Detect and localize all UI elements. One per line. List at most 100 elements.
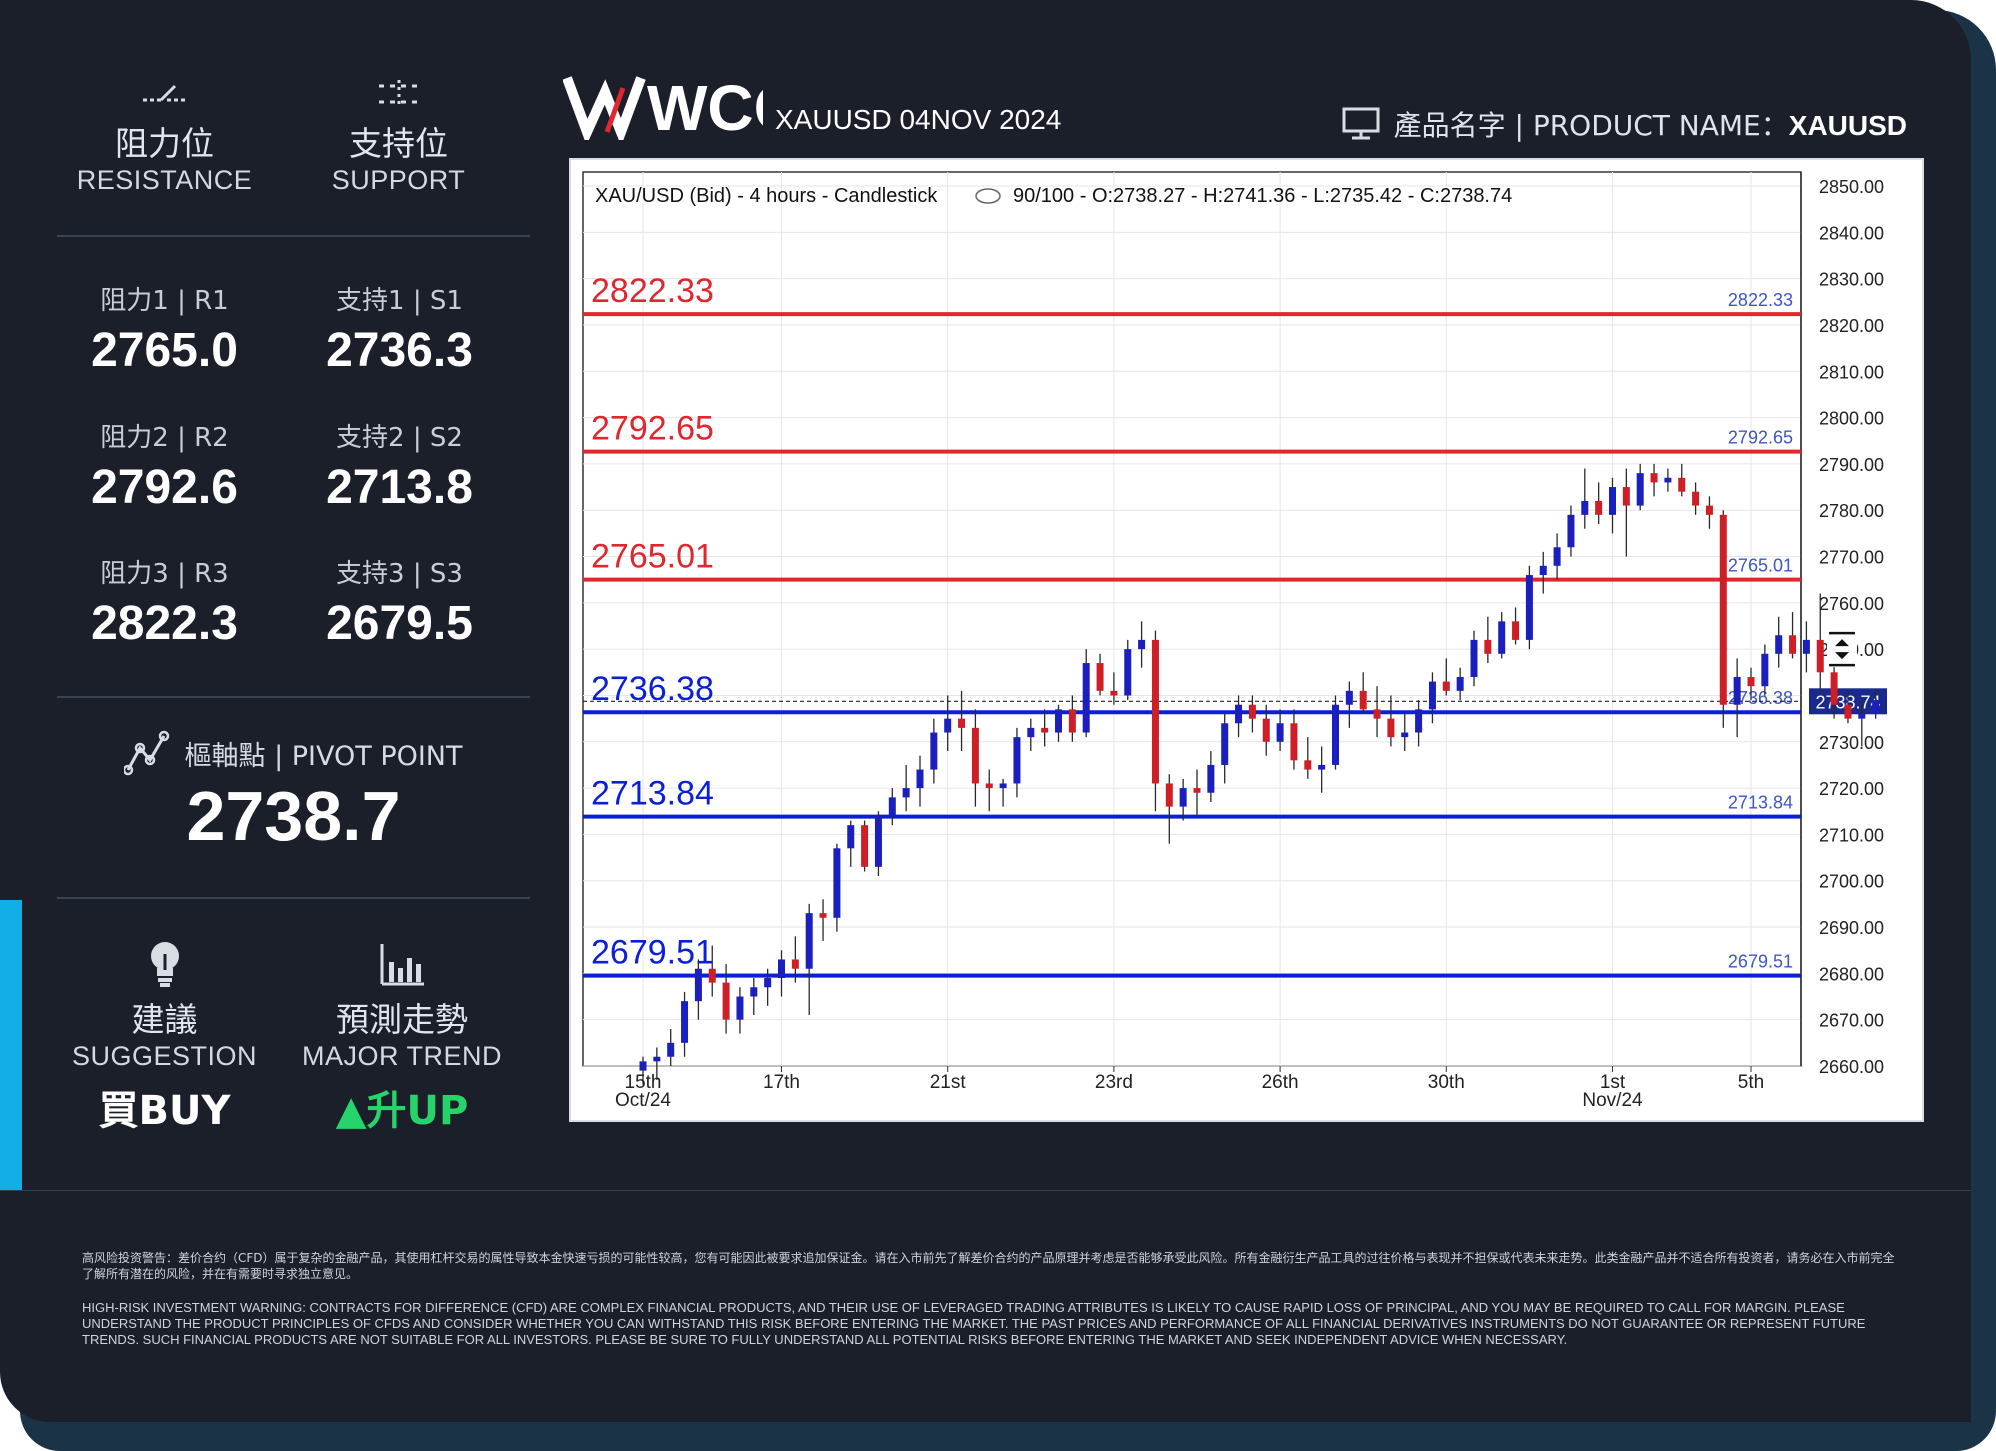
price-chart: 2850.00 2840.00 2830.00 2820.00 2810.00 2800.… [582,171,1887,1111]
candle-body [888,797,896,816]
candle-body [1359,690,1367,710]
level-tag: 2736.38 [1728,688,1793,708]
suggestion-value: 買BUY [98,1088,231,1134]
candle-body [833,848,841,918]
y-tick-label: 2700.00 [1819,872,1884,892]
y-tick-label: 2760.00 [1819,594,1884,614]
resistance-level-label: 2765.01 [591,538,714,576]
divider [57,897,530,899]
chart-header-stats: 90/100 - O:2738.27 - H:2741.36 - L:2735.… [1013,185,1512,207]
candle-body [1415,709,1423,733]
chart-frame: 2850.00 2840.00 2830.00 2820.00 2810.00 2800.… [569,158,1924,1122]
x-tick-label: 15th [625,1072,662,1093]
support-level-label: 2736.38 [591,670,714,708]
y-tick-label: 2790.00 [1819,455,1884,475]
r3-value: 2822.3 [91,597,238,650]
candle-body [874,815,882,867]
candle-body [1345,690,1353,705]
candle-body [1332,704,1339,765]
candle-body [764,978,772,988]
support-level-label: 2679.51 [591,934,714,972]
r2-block: 阻力2 | R2 2792.6 [62,417,267,515]
candle-body [1830,672,1838,705]
candle-body [861,825,869,867]
candle-body [958,718,966,728]
support-line-icon [378,80,419,108]
r1-label: 阻力1 | R1 [100,286,229,316]
x-tick-label: 21st [930,1072,967,1093]
r1-block: 阻力1 | R1 2765.0 [62,280,267,378]
level-tag: 2792.65 [1728,428,1793,448]
s3-value: 2679.5 [326,597,473,650]
pivot-label: 樞軸點 | PIVOT POINT [184,740,463,772]
candle-body [971,727,979,784]
candle-body [1595,500,1603,515]
s1-value: 2736.3 [326,324,473,377]
resistance-line-icon [142,84,187,102]
candle-body [1221,723,1229,765]
resistance-level-label: 2822.33 [591,272,714,310]
candle-body [1401,732,1409,738]
candle-body [1027,727,1035,738]
candle-body [1484,639,1492,654]
y-tick-label: 2830.00 [1819,270,1884,290]
candle-body [930,732,938,770]
plot-area [582,171,1802,1067]
candle-body [1789,635,1797,654]
candle-body [653,1056,661,1062]
candle-body [1096,663,1104,691]
s3-block: 支持3 | S3 2679.5 [297,553,502,651]
resistance-title-en: RESISTANCE [76,165,253,195]
candle-body [1068,709,1076,733]
y-tick-label: 2820.00 [1819,316,1884,336]
candle-body [722,982,730,1020]
s2-block: 支持2 | S2 2713.8 [297,417,502,515]
trend-value: ▲升UP [335,1088,469,1134]
x-tick-label: 17th [763,1072,800,1093]
candle-body [1179,788,1187,807]
wcg-logo: WCG [563,72,763,140]
y-tick-label: 2680.00 [1819,964,1884,984]
product-value: XAUUSD [1788,110,1907,141]
resistance-level-label: 2792.65 [591,410,714,448]
y-tick-label: 2730.00 [1819,733,1884,753]
candle-body [1124,649,1132,696]
scale-toggle-icon [1827,631,1857,668]
support-level-label: 2713.84 [591,775,714,813]
eye-icon [975,188,1001,204]
candle-body [708,968,716,983]
bar-chart-icon [380,944,424,986]
y-tick-label: 2690.00 [1819,918,1884,938]
y-tick-label: 2720.00 [1819,779,1884,799]
candle-body [791,959,799,969]
candle-body [1082,663,1090,733]
candle-body [985,783,993,789]
candle-body [1276,723,1284,742]
candle-body [1262,718,1270,742]
candle-body [944,718,952,733]
candle-body [750,987,758,997]
suggestion-label-cn: 建議 [131,1000,198,1039]
s2-label: 支持2 | S2 [336,423,463,453]
y-tick-label: 2810.00 [1819,362,1884,382]
candle-body [1664,477,1672,483]
candle-body [1567,514,1575,548]
resistance-header: 阻力位 RESISTANCE [72,78,257,196]
trend-label-en: MAJOR TREND [301,1041,502,1071]
monitor-icon [1342,107,1380,140]
x-tick-label: 26th [1262,1072,1299,1093]
candle-body [1733,676,1741,705]
level-tag: 2822.33 [1728,290,1793,310]
y-tick-label: 2660.00 [1819,1057,1884,1077]
r1-value: 2765.0 [91,324,238,377]
divider [0,1190,1971,1191]
divider [57,235,530,237]
candle-body [1207,764,1215,793]
candle-body [1622,487,1630,506]
candle-body [1747,676,1755,687]
candle-body [1650,473,1658,483]
support-header: 支持位 SUPPORT [306,78,491,196]
candle-body [819,913,827,918]
candle-body [1609,487,1616,515]
candle-body [1692,491,1700,506]
